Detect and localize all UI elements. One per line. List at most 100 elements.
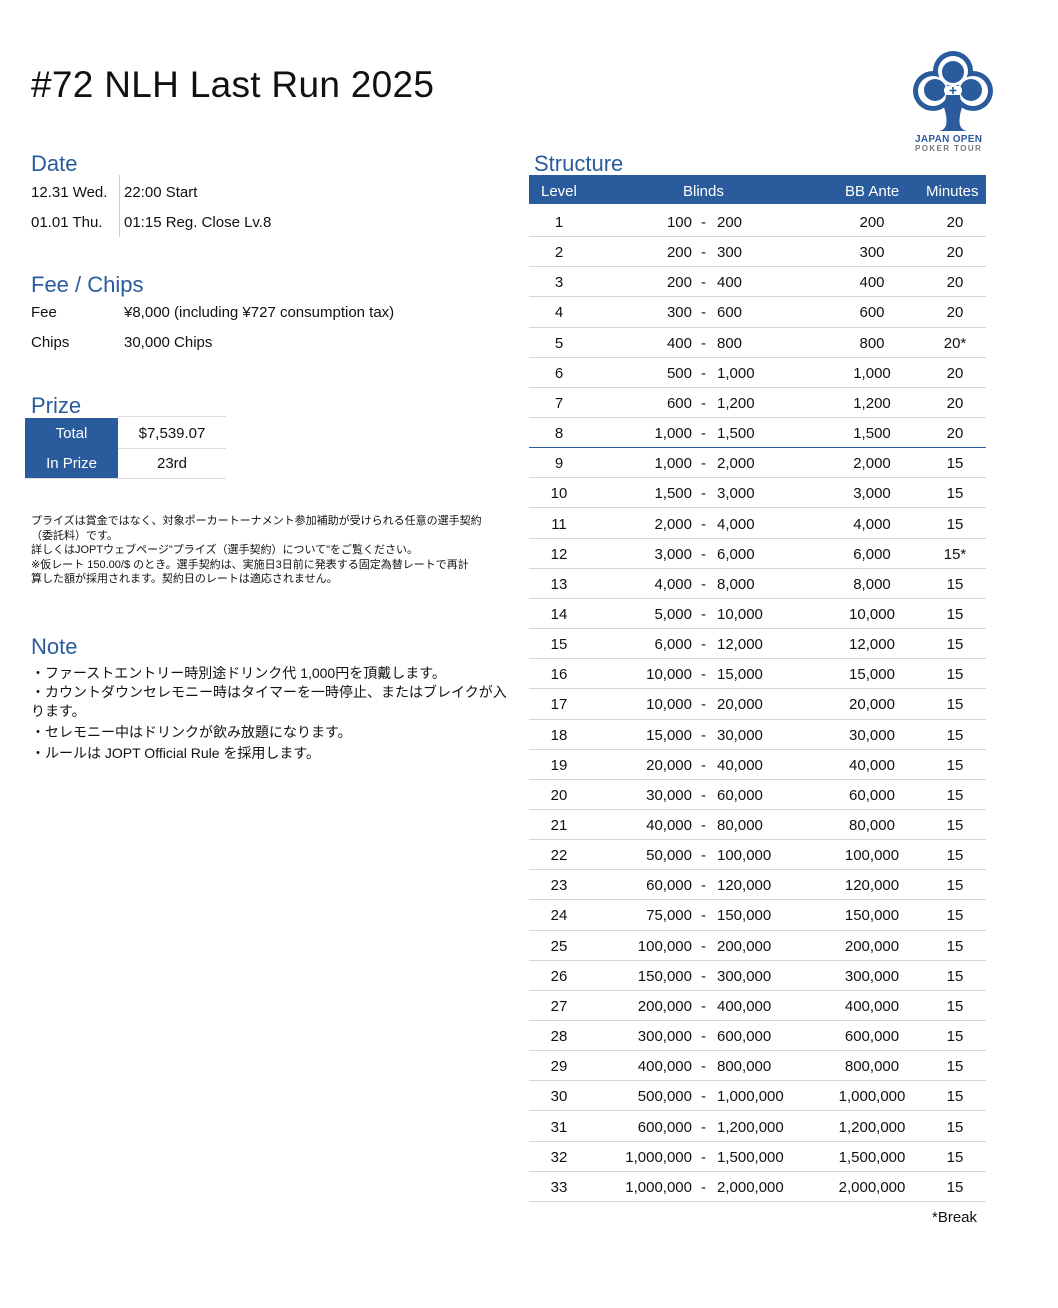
blind-separator: - [701, 997, 706, 1015]
table-row: 21 40,000-80,000 80,000 15 [529, 810, 986, 841]
big-blind-cell: 800,000 [717, 1058, 772, 1076]
small-blind-cell: 60,000 [646, 877, 692, 895]
table-row: 4 300-600 600 20 [529, 297, 986, 328]
level-cell: 28 [550, 1028, 568, 1046]
minutes-cell: 20* [943, 334, 967, 352]
chips-value: 30,000 Chips [124, 334, 213, 351]
note-heading: Note [31, 634, 78, 659]
table-row: 11 2,000-4,000 4,000 15 [529, 509, 986, 539]
big-blind-cell: 120,000 [717, 877, 772, 895]
table-row: 23 60,000-120,000 120,000 15 [529, 870, 986, 901]
bb-ante-cell: 800 [859, 334, 885, 352]
table-row: 30 500,000-1,000,000 1,000,000 15 [529, 1081, 986, 1112]
note-list: ・ファーストエントリー時別途ドリンク代 1,000円を頂戴します。 ・カウントダ… [31, 664, 516, 763]
level-cell: 27 [550, 997, 568, 1015]
table-row: 22 50,000-100,000 100,000 15 [529, 840, 986, 871]
bb-ante-cell: 200,000 [844, 937, 900, 955]
blind-separator: - [701, 1028, 706, 1046]
prize-note-line: 算した額が採用されます。契約日のレートは適応されません。 [31, 573, 338, 585]
level-cell: 20 [550, 786, 568, 804]
note-line: ・ファーストエントリー時別途ドリンク代 1,000円を頂戴します。 [31, 665, 446, 681]
level-cell: 18 [550, 726, 568, 744]
minutes-cell: 15* [943, 545, 967, 563]
blind-separator: - [701, 515, 706, 533]
minutes-cell: 15 [946, 726, 964, 744]
minutes-cell: 20 [946, 394, 964, 412]
level-cell: 22 [550, 847, 568, 865]
minutes-cell: 15 [946, 847, 964, 865]
small-blind-cell: 500,000 [637, 1088, 692, 1106]
level-cell: 17 [550, 696, 568, 714]
minutes-cell: 15 [946, 1148, 964, 1166]
small-blind-cell: 40,000 [646, 817, 692, 834]
minutes-cell: 20 [946, 274, 964, 292]
level-cell: 7 [554, 394, 564, 412]
level-cell: 12 [550, 545, 568, 563]
small-blind-cell: 500 [666, 364, 692, 382]
level-cell: 16 [550, 666, 568, 684]
blind-separator: - [701, 274, 706, 292]
big-blind-cell: 1,000 [717, 364, 755, 382]
note-line: ・ルールは JOPT Official Rule を採用します。 [31, 745, 321, 761]
minutes-cell: 15 [946, 817, 964, 834]
minutes-cell: 15 [946, 485, 964, 503]
blind-separator: - [701, 214, 706, 231]
small-blind-cell: 200 [666, 244, 692, 262]
small-blind-cell: 150,000 [637, 967, 692, 985]
blind-separator: - [701, 605, 706, 623]
table-row: 9 1,000-2,000 2,000 15 [529, 448, 986, 479]
bb-ante-cell: 15,000 [849, 666, 895, 684]
small-blind-cell: 600,000 [637, 1118, 692, 1136]
big-blind-cell: 300 [717, 244, 743, 262]
big-blind-cell: 2,000,000 [717, 1178, 784, 1196]
table-row: 13 4,000-8,000 8,000 15 [529, 569, 986, 599]
table-row: 24 75,000-150,000 150,000 15 [529, 900, 986, 931]
bb-ante-cell: 2,000 [853, 455, 891, 473]
minutes-cell: 15 [946, 877, 964, 895]
minutes-cell: 15 [946, 1088, 964, 1106]
table-row: 15 6,000-12,000 12,000 15 [529, 629, 986, 660]
blind-separator: - [701, 847, 706, 865]
small-blind-cell: 5,000 [654, 605, 692, 623]
big-blind-cell: 150,000 [717, 907, 772, 925]
blind-separator: - [701, 455, 706, 473]
table-row: 14 5,000-10,000 10,000 15 [529, 599, 986, 630]
level-cell: 26 [550, 967, 568, 985]
bb-ante-cell: 300,000 [844, 967, 900, 985]
small-blind-cell: 1,000 [654, 455, 692, 473]
level-cell: 6 [554, 364, 564, 382]
big-blind-cell: 100,000 [717, 847, 772, 865]
minutes-cell: 15 [946, 575, 964, 593]
level-cell: 8 [554, 425, 564, 443]
level-cell: 1 [554, 214, 564, 231]
minutes-cell: 15 [946, 1028, 964, 1046]
big-blind-cell: 1,000,000 [717, 1088, 784, 1106]
jopt-logo: JAPAN OPEN POKER TOUR [913, 49, 993, 153]
bb-ante-cell: 1,500 [853, 425, 891, 443]
blind-separator: - [701, 937, 706, 955]
fee-value: ¥8,000 (including ¥727 consumption tax) [124, 304, 395, 321]
note-line: ・カウントダウンセレモニー時はタイマーを一時停止、またはブレイクが入ります。 [31, 684, 507, 719]
blind-separator: - [701, 425, 706, 443]
level-cell: 29 [550, 1058, 568, 1076]
small-blind-cell: 400 [666, 334, 692, 352]
break-footnote: *Break [932, 1209, 978, 1226]
blind-separator: - [701, 696, 706, 714]
minutes-cell: 15 [946, 455, 964, 473]
bb-ante-cell: 3,000 [853, 485, 891, 503]
prize-note-line: プライズは賞金ではなく、対象ポーカートーナメント参加補助が受けられる任意の選手契… [31, 515, 482, 527]
blind-separator: - [701, 786, 706, 804]
big-blind-cell: 40,000 [717, 756, 763, 774]
fee-label: Fee [31, 304, 57, 321]
blind-separator: - [701, 756, 706, 774]
minutes-cell: 15 [946, 937, 964, 955]
table-row: 32 1,000,000-1,500,000 1,500,000 15 [529, 1142, 986, 1172]
level-cell: 3 [554, 274, 564, 292]
blind-separator: - [701, 726, 706, 744]
small-blind-cell: 100,000 [637, 937, 692, 955]
col-level: Level [541, 183, 577, 200]
table-row: 6 500-1,000 1,000 20 [529, 358, 986, 388]
table-row: 28 300,000-600,000 600,000 15 [529, 1021, 986, 1052]
big-blind-cell: 2,000 [717, 455, 755, 473]
big-blind-cell: 15,000 [717, 666, 763, 684]
